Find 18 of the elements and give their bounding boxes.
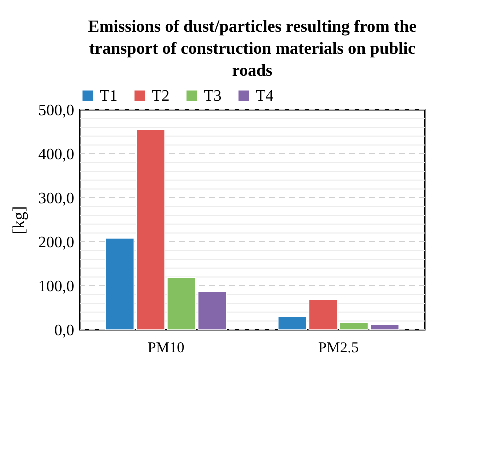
y-tick-label: 500,0 (38, 102, 74, 120)
legend-label: T4 (256, 88, 274, 105)
y-tick-label: 200,0 (38, 234, 74, 252)
y-tick-label: 100,0 (38, 278, 74, 296)
y-tick-label: 300,0 (38, 190, 74, 208)
bar (105, 238, 135, 330)
bar (198, 292, 228, 330)
chart-title: Emissions of dust/particles resulting from the transport of construction materials on public roads (88, 17, 418, 80)
bar (278, 316, 308, 330)
bar (370, 324, 400, 330)
y-axis-title: [kg] (10, 206, 28, 235)
x-tick-label: PM2.5 (318, 340, 359, 356)
y-tick-label: 400,0 (38, 146, 74, 164)
y-tick-label: 0,0 (54, 322, 74, 340)
legend-label: T3 (204, 88, 222, 105)
legend-label: T1 (100, 88, 118, 105)
legend-label: T2 (152, 88, 170, 105)
x-tick-label: PM10 (148, 340, 185, 356)
